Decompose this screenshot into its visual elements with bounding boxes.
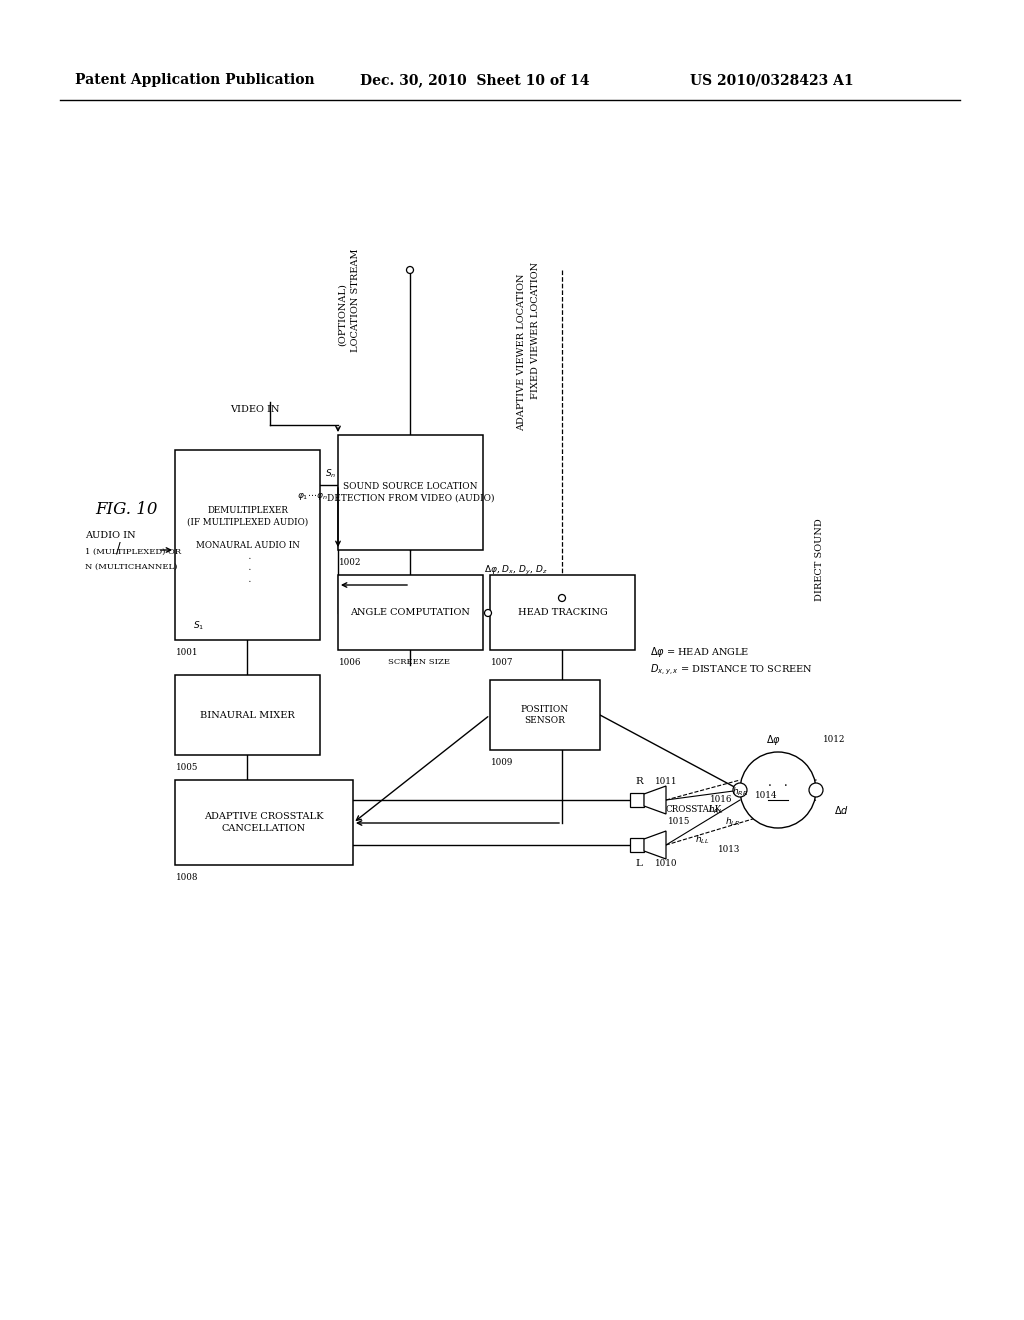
Text: $h_{LR}$: $h_{LR}$	[725, 816, 740, 828]
Text: SCREEN SIZE: SCREEN SIZE	[388, 657, 450, 667]
Text: (OPTIONAL): (OPTIONAL)	[338, 284, 346, 346]
Text: $\varphi_1 \cdots \varphi_n$: $\varphi_1 \cdots \varphi_n$	[297, 491, 328, 503]
Text: $h_{RL}$: $h_{RL}$	[708, 804, 723, 816]
Text: Patent Application Publication: Patent Application Publication	[75, 73, 314, 87]
Text: Dec. 30, 2010  Sheet 10 of 14: Dec. 30, 2010 Sheet 10 of 14	[360, 73, 590, 87]
Text: 1006: 1006	[339, 657, 361, 667]
Circle shape	[484, 610, 492, 616]
Text: BINAURAL MIXER: BINAURAL MIXER	[200, 710, 295, 719]
Circle shape	[809, 783, 823, 797]
Polygon shape	[644, 832, 666, 859]
Text: $\Delta d$: $\Delta d$	[834, 804, 849, 816]
Text: CROSSTALK: CROSSTALK	[665, 805, 721, 814]
Bar	[630, 793, 644, 807]
Text: HEAD TRACKING: HEAD TRACKING	[517, 609, 607, 616]
Text: 1016: 1016	[710, 796, 732, 804]
Text: 1001: 1001	[176, 648, 199, 657]
Text: /: /	[116, 541, 120, 554]
Text: R: R	[635, 777, 643, 787]
Text: 1002: 1002	[339, 558, 361, 568]
Text: 1009: 1009	[490, 758, 513, 767]
Circle shape	[733, 783, 746, 797]
Text: ADAPTIVE CROSSTALK
CANCELLATION: ADAPTIVE CROSSTALK CANCELLATION	[204, 812, 324, 833]
Bar	[338, 436, 483, 550]
Text: DIRECT SOUND: DIRECT SOUND	[815, 519, 824, 602]
Text: $\Delta\varphi$, $D_x$, $D_y$, $D_z$: $\Delta\varphi$, $D_x$, $D_y$, $D_z$	[484, 564, 548, 577]
Text: $S_n$: $S_n$	[325, 467, 336, 480]
Text: FIG. 10: FIG. 10	[95, 502, 158, 519]
Text: POSITION
SENSOR: POSITION SENSOR	[521, 705, 569, 725]
Text: N (MULTICHANNEL): N (MULTICHANNEL)	[85, 564, 177, 572]
Text: $\Delta\varphi$: $\Delta\varphi$	[766, 733, 780, 747]
Text: ANGLE COMPUTATION: ANGLE COMPUTATION	[350, 609, 470, 616]
Text: 1015: 1015	[668, 817, 690, 826]
Bar	[175, 780, 353, 865]
Text: AUDIO IN: AUDIO IN	[85, 531, 135, 540]
Bar	[175, 450, 319, 640]
Text: SOUND SOURCE LOCATION
DETECTION FROM VIDEO (AUDIO): SOUND SOURCE LOCATION DETECTION FROM VID…	[327, 482, 495, 503]
Bar	[490, 576, 635, 649]
Text: 1 (MULTIPLEXED) OR: 1 (MULTIPLEXED) OR	[85, 548, 181, 556]
Text: US 2010/0328423 A1: US 2010/0328423 A1	[690, 73, 854, 87]
Text: $D_{x,y,x}$ = DISTANCE TO SCREEN: $D_{x,y,x}$ = DISTANCE TO SCREEN	[650, 663, 813, 677]
Text: 1014: 1014	[755, 791, 777, 800]
Bar	[490, 680, 600, 750]
Text: L: L	[635, 859, 642, 869]
Text: 1013: 1013	[718, 846, 740, 854]
Bar	[175, 675, 319, 755]
Text: VIDEO IN: VIDEO IN	[230, 405, 280, 414]
Bar	[630, 838, 644, 851]
Text: LOCATION STREAM: LOCATION STREAM	[350, 248, 359, 351]
Text: $h_{RR}$: $h_{RR}$	[732, 785, 748, 799]
Text: 1012: 1012	[823, 735, 846, 744]
Text: 1011: 1011	[655, 777, 678, 787]
Circle shape	[740, 752, 816, 828]
Polygon shape	[644, 785, 666, 814]
Text: DEMULTIPLEXER
(IF MULTIPLEXED AUDIO)

MONAURAL AUDIO IN
  .
  .
  .: DEMULTIPLEXER (IF MULTIPLEXED AUDIO) MON…	[186, 506, 308, 583]
Text: $h_{LL}$: $h_{LL}$	[695, 834, 710, 846]
Text: 1007: 1007	[490, 657, 513, 667]
Text: .   .: . .	[768, 776, 787, 788]
Text: 1010: 1010	[655, 859, 678, 869]
Circle shape	[558, 594, 565, 602]
Text: $S_1$: $S_1$	[193, 619, 204, 632]
Bar	[338, 576, 483, 649]
Circle shape	[407, 267, 414, 273]
Text: FIXED VIEWER LOCATION: FIXED VIEWER LOCATION	[530, 261, 540, 399]
Text: $\Delta\varphi$ = HEAD ANGLE: $\Delta\varphi$ = HEAD ANGLE	[650, 645, 750, 659]
Text: 1008: 1008	[176, 873, 199, 882]
Text: ADAPTIVE VIEWER LOCATION: ADAPTIVE VIEWER LOCATION	[517, 273, 526, 430]
Text: 1005: 1005	[176, 763, 199, 772]
